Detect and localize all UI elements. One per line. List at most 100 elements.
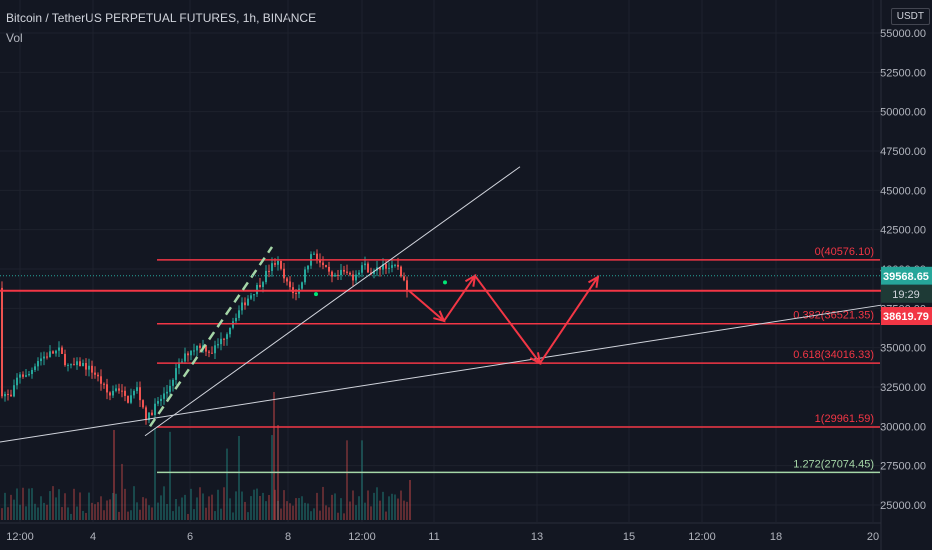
candle-body (205, 345, 207, 352)
volume-bar (361, 440, 363, 520)
candle-body (70, 364, 72, 366)
volume-bar (172, 511, 174, 520)
volume-bar (22, 487, 24, 520)
volume-bar (256, 488, 258, 520)
volume-bar (262, 492, 264, 520)
volume-bar (349, 501, 351, 520)
candle-body (397, 264, 399, 267)
candle-body (190, 350, 192, 356)
x-tick-label: 12:00 (688, 531, 716, 543)
candle-body (31, 369, 33, 375)
candle-body (286, 278, 288, 282)
volume-bar (247, 512, 249, 520)
volume-bar (190, 488, 192, 520)
candle-body (115, 388, 117, 391)
countdown-value: 19:29 (892, 289, 920, 301)
candle-body (367, 263, 369, 273)
volume-bar (319, 510, 321, 520)
projection-path (408, 273, 600, 365)
candle-body (67, 364, 69, 366)
signal-dot (443, 280, 447, 285)
volume-bar (391, 493, 393, 520)
volume-bar (151, 507, 153, 520)
volume-bar (373, 492, 375, 520)
candle-body (73, 364, 75, 366)
x-tick-label: 8 (285, 531, 291, 543)
candle-body (289, 281, 291, 288)
candle-body (277, 260, 279, 265)
volume-bar (1, 508, 3, 520)
volume-bar (139, 509, 141, 520)
candle-body (259, 284, 261, 288)
volume-bar (40, 496, 42, 520)
candle-body (223, 338, 225, 340)
candle-body (403, 276, 405, 281)
currency-label[interactable]: USDT (890, 8, 930, 25)
volume-bar (82, 510, 84, 520)
candle-body (364, 263, 366, 266)
candle-body (28, 374, 30, 376)
candle-body (199, 345, 201, 348)
candle-body (40, 358, 42, 362)
volume-bar (25, 506, 27, 520)
candle-body (211, 352, 213, 354)
volume-bar (142, 497, 144, 520)
candle-body (307, 265, 309, 270)
x-tick-label: 20 (867, 531, 879, 543)
volume-bar (271, 435, 273, 520)
candle-body (187, 353, 189, 356)
candle-body (274, 263, 276, 265)
volume-bar (113, 430, 115, 520)
volume-bar (103, 510, 105, 520)
volume-bar (358, 496, 360, 520)
candle-body (271, 263, 273, 271)
volume-bar (124, 488, 126, 520)
candle-body (121, 390, 123, 392)
candle-body (295, 293, 297, 295)
candle-body (133, 390, 135, 396)
volume-indicator-label[interactable]: Vol (6, 31, 23, 45)
candle-body (97, 374, 99, 377)
volume-bar (283, 490, 285, 520)
volume-bar (79, 492, 81, 520)
candle-body (34, 366, 36, 370)
candle-body (280, 260, 282, 269)
x-tick-label: 4 (90, 531, 96, 543)
candle-body (394, 264, 396, 266)
volume-bar (229, 498, 231, 520)
volume-bar (10, 494, 12, 520)
candle-body (76, 361, 78, 366)
candle-body (184, 353, 186, 362)
fib-retracement: 0(40576.10) 0.382(36521.35) 0.618(34016.33… (0, 246, 881, 474)
candle-body (142, 400, 144, 408)
y-tick-label: 55000.00 (880, 28, 926, 40)
candle-body (181, 361, 183, 363)
volume-bar (397, 498, 399, 520)
volume-bar (97, 502, 99, 520)
volume-bar (301, 496, 303, 520)
candle-body (355, 274, 357, 281)
volume-bar (310, 511, 312, 520)
volume-bar (352, 490, 354, 520)
last-price-badge (881, 266, 932, 285)
candle-body (82, 363, 84, 367)
candle-body (313, 253, 315, 255)
volume-bar (277, 500, 279, 520)
volume-bar (115, 493, 117, 520)
candle-body (250, 295, 252, 299)
candle-body (244, 302, 246, 306)
volume-bar (364, 502, 366, 520)
volume-bar (109, 499, 111, 520)
price-badges: 39568.65 19:29 38619.79 (0, 266, 932, 325)
volume-bar (316, 492, 318, 520)
candle-body (64, 353, 66, 366)
marker-price-badge (881, 307, 932, 325)
candle-body (94, 372, 96, 375)
y-tick-label: 35000.00 (880, 343, 926, 355)
volume-bar (163, 486, 165, 520)
candle-body (349, 272, 351, 275)
candle-body (172, 379, 174, 386)
volume-bar (406, 501, 408, 520)
volume-bar (28, 488, 30, 520)
